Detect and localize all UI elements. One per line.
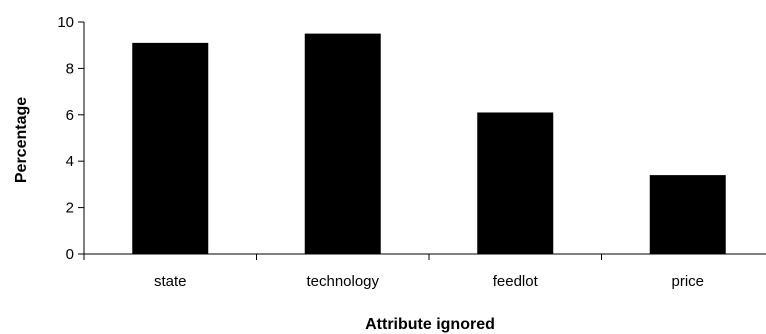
- y-tick-label: 2: [66, 200, 74, 217]
- y-tick-label: 0: [66, 246, 74, 263]
- bar-technology: [304, 33, 381, 254]
- y-ticks: 0 2 4 6 8 10: [57, 14, 84, 263]
- x-axis-title: Attribute ignored: [365, 316, 495, 333]
- bar-price: [649, 175, 726, 254]
- y-axis: 0 2 4 6 8 10: [57, 14, 85, 263]
- y-tick-label: 4: [66, 153, 74, 170]
- x-axis: state technology feedlot price: [83, 253, 766, 290]
- bar-feedlot: [477, 112, 554, 254]
- x-tick-label-feedlot: feedlot: [493, 273, 539, 290]
- y-tick-label: 10: [57, 14, 74, 31]
- x-tick-label-state: state: [154, 273, 187, 290]
- x-ticks: state technology feedlot price: [83, 254, 704, 290]
- y-tick-label: 6: [66, 107, 74, 124]
- y-tick-label: 8: [66, 60, 74, 77]
- x-tick-label-technology: technology: [306, 273, 379, 290]
- bar-state: [132, 42, 209, 254]
- y-axis-title: Percentage: [13, 97, 30, 183]
- x-tick-label-price: price: [671, 273, 704, 290]
- bars: [132, 33, 726, 254]
